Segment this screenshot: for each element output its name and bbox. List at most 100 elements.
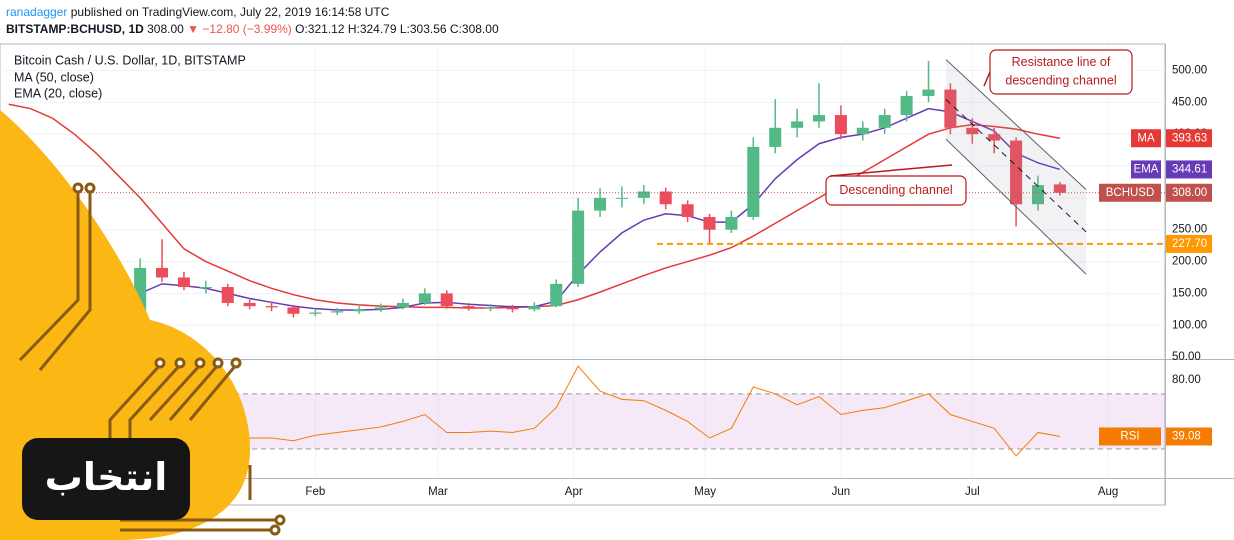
channel-fill xyxy=(946,59,1087,275)
candle-body xyxy=(878,115,891,128)
axis-tag-value: 308.00 xyxy=(1172,187,1207,199)
y-tick-label: 200.00 xyxy=(1172,256,1207,268)
symbol: BITSTAMP:BCHUSD, 1D xyxy=(6,22,144,36)
quote-line: BITSTAMP:BCHUSD, 1D 308.00 ▼ −12.80 (−3.… xyxy=(6,21,499,38)
x-tick-label: Feb xyxy=(305,486,325,498)
axis-tag-bg xyxy=(1166,183,1212,202)
candle-body xyxy=(331,311,344,313)
x-tick-label: Mar xyxy=(428,486,448,498)
candle-body xyxy=(506,307,519,310)
x-tick-label: Jun xyxy=(832,486,851,498)
candle-body xyxy=(834,115,847,135)
y-tick-label: 500.00 xyxy=(1172,65,1207,77)
logo: انتخاب xyxy=(0,110,286,540)
candle-body xyxy=(1010,140,1023,205)
y-tick-label: 450.00 xyxy=(1172,96,1207,108)
annotation-text: descending channel xyxy=(1005,74,1116,88)
candle-body xyxy=(593,197,607,211)
legend-entry: MA (50, close) xyxy=(14,70,94,84)
axis-tag-bg xyxy=(1166,160,1212,179)
axis-tag-name: EMA xyxy=(1134,163,1159,175)
x-tick-label: Apr xyxy=(565,486,583,498)
y-tick-label: 100.00 xyxy=(1172,319,1207,331)
candle-body xyxy=(856,127,869,135)
annotation-box xyxy=(825,175,967,206)
axis-tag-name-bg xyxy=(1131,129,1161,148)
candle-body xyxy=(615,197,628,199)
candle-body xyxy=(703,216,716,230)
annotation-text: Descending channel xyxy=(839,183,952,197)
candle-body xyxy=(265,306,278,308)
axis-tag-value: 393.63 xyxy=(1172,132,1207,144)
published: published on TradingView.com, July 22, 2… xyxy=(70,5,390,19)
candle-body xyxy=(199,287,212,289)
annotation-arrow xyxy=(983,71,991,87)
header: ranadagger published on TradingView.com,… xyxy=(6,4,499,38)
candle-body xyxy=(375,307,388,310)
candle-body xyxy=(353,309,366,312)
y-tick-label: 250.00 xyxy=(1172,224,1207,236)
candle-body xyxy=(1031,185,1045,205)
x-tick-label: Jul xyxy=(965,486,980,498)
axis-tag-value: 39.08 xyxy=(1172,431,1201,443)
legend-entry: EMA (20, close) xyxy=(14,86,102,100)
chart-title: Bitcoin Cash / U.S. Dollar, 1D, BITSTAMP xyxy=(14,53,246,67)
axis-tag-value: 344.61 xyxy=(1172,163,1207,175)
ma-line xyxy=(8,107,1061,311)
candle-body xyxy=(287,307,300,314)
axis-tag-name: RSI xyxy=(1120,431,1139,443)
candle-body xyxy=(769,127,782,147)
candle-body xyxy=(177,277,190,288)
candle-body xyxy=(309,312,322,314)
candle-body xyxy=(900,95,913,116)
candle-body xyxy=(550,283,563,307)
logo-badge xyxy=(22,438,190,520)
annotation-arrow xyxy=(829,164,953,177)
candle-body xyxy=(725,216,738,230)
axis-tag-bg xyxy=(1166,234,1212,253)
axis-tag-bg xyxy=(1166,427,1212,446)
axis-tag-name: BCHUSD xyxy=(1106,187,1155,199)
axis-tag-name-bg xyxy=(1099,427,1161,446)
candle-body xyxy=(922,89,935,96)
candle-body xyxy=(462,306,475,308)
publish-line: ranadagger published on TradingView.com,… xyxy=(6,4,499,21)
candle-body xyxy=(791,121,804,128)
candle-body xyxy=(681,204,694,217)
axis-tag-name-bg xyxy=(1131,160,1161,179)
candle-body xyxy=(1053,184,1066,193)
change: ▼ −12.80 (−3.99%) xyxy=(187,22,292,36)
candle-body xyxy=(528,306,541,310)
channel-upper xyxy=(945,59,1087,190)
axis-tag-bg xyxy=(1166,129,1212,148)
rsi-tick-label: 80.00 xyxy=(1172,374,1201,386)
candle-body xyxy=(484,307,497,309)
candle-body xyxy=(747,146,760,217)
candle-body xyxy=(988,134,1001,141)
candle-body xyxy=(440,293,453,307)
candle-body xyxy=(944,89,957,128)
axis-tag-value: 227.70 xyxy=(1172,238,1207,250)
axis-tag-name: MA xyxy=(1137,132,1155,144)
candle-body xyxy=(396,302,409,308)
overlay: Resistance line of descending channel Desc… xyxy=(14,49,1212,446)
ohlc: O:321.12 H:324.79 L:303.56 C:308.00 xyxy=(295,22,499,36)
last: 308.00 xyxy=(147,22,184,36)
candle-body xyxy=(812,115,826,122)
candle-body xyxy=(243,302,256,307)
candle-body xyxy=(572,210,585,284)
main-pane xyxy=(0,45,1165,359)
candle-body xyxy=(966,127,979,135)
logo-shape xyxy=(0,110,250,540)
y-tick-label: 50.00 xyxy=(1172,351,1201,363)
candle-body xyxy=(418,293,431,303)
x-tick-label: Aug xyxy=(1098,486,1118,498)
author: ranadagger xyxy=(6,5,68,19)
candle-body xyxy=(221,287,234,303)
x-tick-label: May xyxy=(694,486,716,498)
annotation-text: Resistance line of xyxy=(1012,55,1111,69)
channel-lower xyxy=(945,138,1087,275)
candle-body xyxy=(637,191,650,198)
